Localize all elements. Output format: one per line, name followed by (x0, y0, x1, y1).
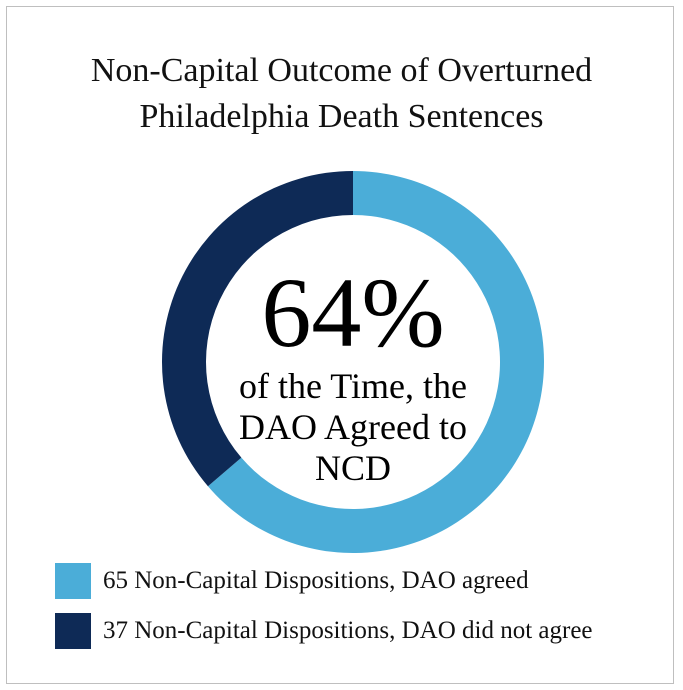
center-percentage: 64% (261, 257, 445, 368)
donut-slice-agreed (207, 171, 544, 553)
donut-slice-not-agreed (162, 171, 353, 487)
center-caption: of the Time, the DAO Agreed to NCD (205, 366, 501, 489)
legend-label-agreed: 65 Non-Capital Dispositions, DAO agreed (103, 567, 529, 594)
legend-label-not-agreed: 37 Non-Capital Dispositions, DAO did not… (103, 617, 593, 644)
legend-swatch-not-agreed (55, 613, 91, 649)
center-caption-line-2: DAO Agreed to (239, 407, 467, 447)
chart-title-line-2: Philadelphia Death Sentences (139, 98, 544, 135)
donut-slices (162, 171, 544, 553)
chart-frame (6, 6, 674, 684)
chart-title: Non-Capital Outcome of Overturned Philad… (20, 48, 663, 140)
center-caption-line-1: of the Time, the (238, 366, 467, 406)
legend-item-not-agreed: 37 Non-Capital Dispositions, DAO did not… (55, 613, 593, 649)
legend-swatch-agreed (55, 563, 91, 599)
center-caption-line-3: NCD (314, 448, 391, 488)
legend: 65 Non-Capital Dispositions, DAO agreed … (55, 563, 593, 663)
legend-item-agreed: 65 Non-Capital Dispositions, DAO agreed (55, 563, 593, 599)
chart-title-line-1: Non-Capital Outcome of Overturned (90, 52, 593, 89)
